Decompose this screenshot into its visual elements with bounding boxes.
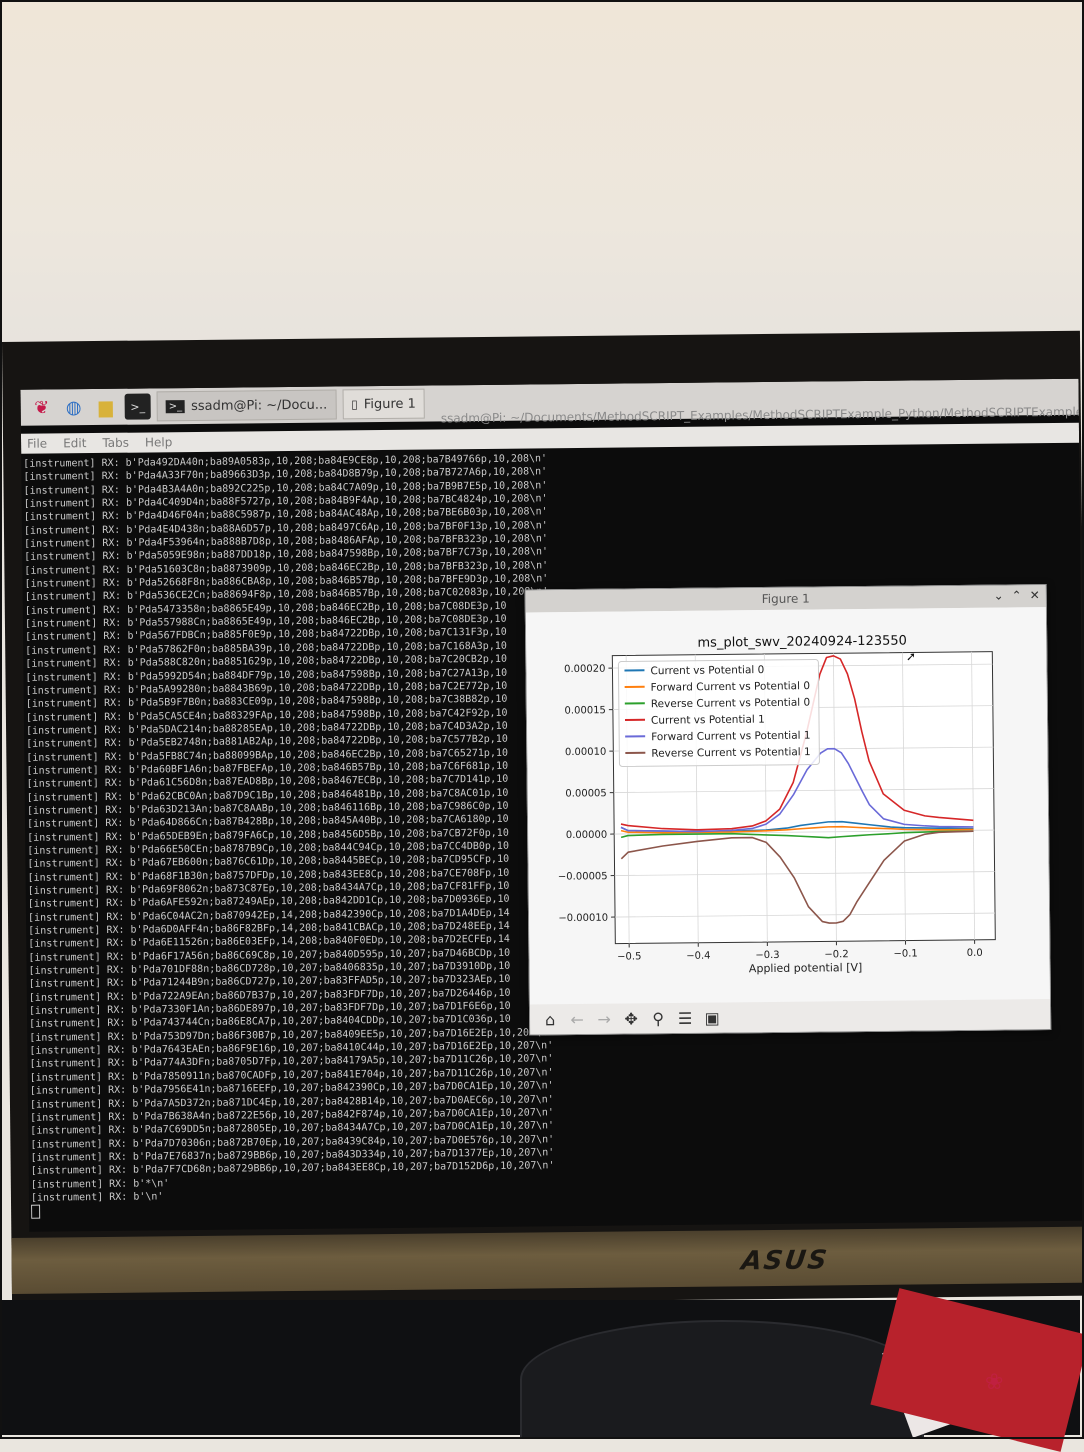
legend-entry: Reverse Current vs Potential 0 <box>651 697 810 711</box>
save-figure-icon[interactable]: ▣ <box>702 1008 722 1027</box>
y-tick-label: 0.00010 <box>565 747 606 758</box>
taskbar-terminal-task[interactable]: >_ ssadm@Pi: ~/Docu... <box>157 390 337 422</box>
legend-entry: Current vs Potential 0 <box>650 664 764 677</box>
minimize-icon[interactable]: ⌄ <box>993 589 1003 603</box>
y-tick-label: 0.00000 <box>566 830 607 841</box>
plot-toolbar: ⌂ ← → ✥ ⚲ ☰ ▣ <box>530 999 1050 1034</box>
menu-edit[interactable]: Edit <box>63 436 86 450</box>
maximize-icon[interactable]: ⌃ <box>1012 588 1022 602</box>
text-cursor <box>31 1205 40 1219</box>
x-axis-label: Applied potential [V] <box>749 961 863 975</box>
taskbar-figure-task[interactable]: ▯ Figure 1 <box>342 389 425 420</box>
mouse-pointer-icon: ➚ <box>906 649 916 663</box>
home-icon[interactable]: ⌂ <box>540 1010 560 1029</box>
plot-area[interactable]: −0.5 −0.4 −0.3 −0.2 −0.1 0.0 −0.00010 −0.00005 0… <box>526 607 1050 1004</box>
legend-entry: Current vs Potential 1 <box>651 714 765 727</box>
monitor-stand <box>520 1320 924 1439</box>
figure-task-label: Figure 1 <box>364 396 416 412</box>
legend-entry: Forward Current vs Potential 1 <box>651 730 811 744</box>
close-icon[interactable]: ✕ <box>1030 588 1040 602</box>
x-tick-label: 0.0 <box>967 948 983 959</box>
legend-entry: Reverse Current vs Potential 1 <box>651 746 810 760</box>
x-tick-label: −0.3 <box>755 950 779 961</box>
forward-arrow-icon[interactable]: → <box>594 1009 614 1028</box>
x-tick-label: −0.1 <box>893 948 917 959</box>
configure-subplots-icon[interactable]: ☰ <box>675 1008 695 1027</box>
y-tick-label: −0.00005 <box>558 871 608 883</box>
x-tick-label: −0.2 <box>824 949 848 960</box>
file-manager-folder-icon[interactable]: ▆ <box>93 394 119 420</box>
x-tick-label: −0.4 <box>686 951 710 962</box>
y-tick-label: 0.00015 <box>564 705 605 716</box>
screen: ❦ ◍ ▆ >_ >_ ssadm@Pi: ~/Docu... ▯ Figure… <box>21 379 1084 1232</box>
y-tick-label: −0.00010 <box>558 913 608 925</box>
monitor: ❦ ◍ ▆ >_ >_ ssadm@Pi: ~/Docu... ▯ Figure… <box>2 331 1084 1307</box>
menu-help[interactable]: Help <box>145 435 173 449</box>
terminal-task-label: ssadm@Pi: ~/Docu... <box>191 397 327 413</box>
menu-file[interactable]: File <box>27 437 47 451</box>
chart-svg: −0.5 −0.4 −0.3 −0.2 −0.1 0.0 −0.00010 −0.00005 0… <box>526 607 1050 1004</box>
figure-window-title: Figure 1 <box>762 592 810 607</box>
raspberry-menu-icon[interactable]: ❦ <box>29 394 55 420</box>
monitor-bezel: ASUS <box>11 1227 1084 1294</box>
menu-tabs[interactable]: Tabs <box>102 436 129 450</box>
y-tick-label: 0.00020 <box>564 664 605 675</box>
zoom-magnifier-icon[interactable]: ⚲ <box>648 1009 668 1028</box>
legend-entry: Forward Current vs Potential 0 <box>651 680 811 694</box>
figure-task-icon: ▯ <box>351 397 358 411</box>
x-tick-label: −0.5 <box>617 951 641 962</box>
chart-title: ms_plot_swv_20240924-123550 <box>697 634 907 651</box>
wall-background <box>2 2 1080 372</box>
browser-globe-icon[interactable]: ◍ <box>61 394 87 420</box>
raspberry-logo-icon: ❀ <box>985 1370 1003 1395</box>
back-arrow-icon[interactable]: ← <box>567 1009 587 1028</box>
terminal-launcher-icon[interactable]: >_ <box>125 393 151 419</box>
terminal-task-icon: >_ <box>166 400 186 413</box>
pan-icon[interactable]: ✥ <box>621 1009 641 1028</box>
y-tick-label: 0.00005 <box>565 788 606 799</box>
monitor-brand-logo: ASUS <box>740 1245 831 1276</box>
